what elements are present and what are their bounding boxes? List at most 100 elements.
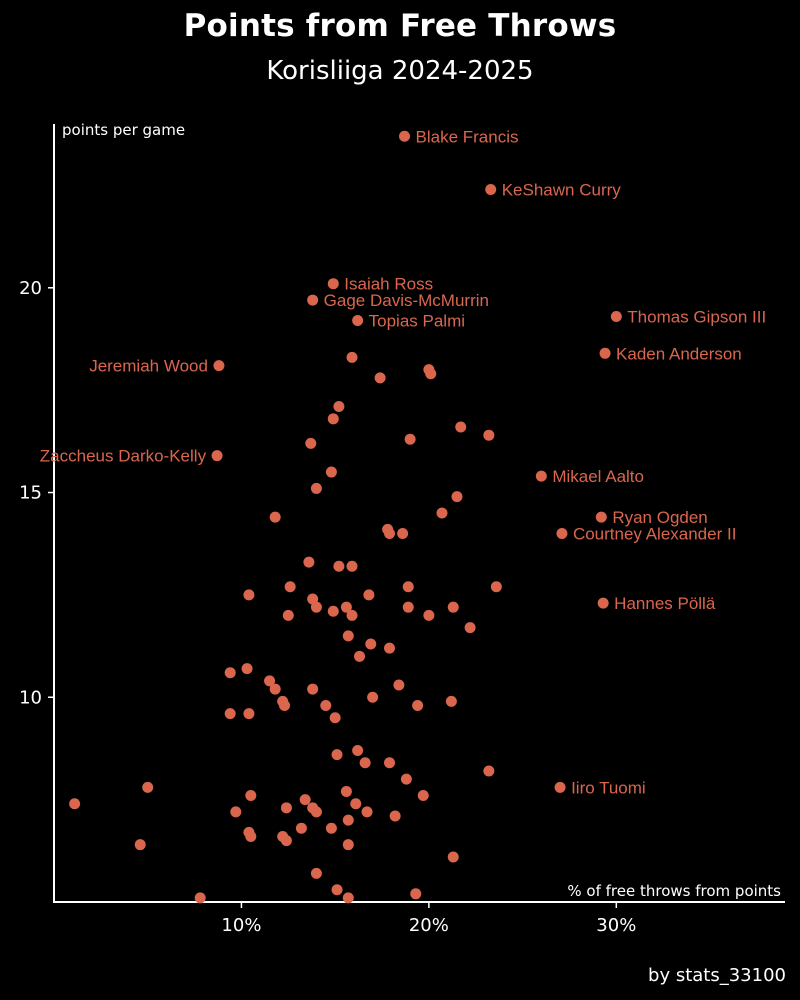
data-point [243,589,255,601]
labeled-data-point [554,781,566,793]
data-point [307,683,319,695]
point-label: Zaccheus Darko-Kelly [40,447,207,466]
data-point [423,609,435,621]
data-point [490,581,502,593]
data-point [354,650,366,662]
data-point [329,712,341,724]
data-point [451,491,463,503]
point-label: Topias Palmi [369,312,465,331]
data-point [280,802,292,814]
data-point [243,708,255,720]
data-point [367,691,379,703]
data-point [340,785,352,797]
data-point [194,892,206,904]
labeled-data-point [599,347,611,359]
data-point [295,822,307,834]
data-point [455,421,467,433]
data-point [397,527,409,539]
data-point [241,663,253,675]
data-point [393,679,405,691]
data-point [134,839,146,851]
data-point [352,744,364,756]
y-axis-label: points per game [62,121,185,139]
data-point [269,683,281,695]
data-point [224,708,236,720]
labeled-data-point [485,184,497,196]
data-point [310,806,322,818]
data-point [342,892,354,904]
data-point [305,437,317,449]
point-label: Hannes Pöllä [614,594,716,613]
labeled-data-point [327,278,339,290]
data-point [264,675,276,687]
data-point [299,794,311,806]
data-point [342,839,354,851]
data-point [361,806,373,818]
data-point [331,884,343,896]
data-point [224,667,236,679]
data-point [350,798,362,810]
data-point [402,581,414,593]
data-point [445,695,457,707]
data-point [359,757,371,769]
data-point [320,699,332,711]
x-tick-label: 10% [221,915,261,936]
data-point [402,601,414,613]
point-labels: Blake Francis KeShawn Curry Isaiah RossGag… [40,127,766,797]
point-label: Kaden Anderson [616,344,742,363]
data-point [284,581,296,593]
y-tick-label: 20 [19,278,42,299]
data-point [280,835,292,847]
data-point [417,790,429,802]
data-point [384,527,396,539]
point-label: Courtney Alexander II [573,524,736,543]
chart-title: Points from Free Throws [183,8,617,44]
data-point [384,642,396,654]
data-point [245,830,257,842]
ticks: 10% 20% 30% 10 15 20 [19,278,636,936]
labeled-data-point [556,527,568,539]
data-point [310,867,322,879]
data-point [342,630,354,642]
labeled-data-point [352,315,364,327]
data-point [342,814,354,826]
labeled-data-point [597,597,609,609]
y-tick-label: 10 [19,687,42,708]
point-label: Ryan Ogden [612,508,707,527]
point-label: Iiro Tuomi [571,778,646,797]
data-point [310,601,322,613]
data-point [410,888,422,900]
point-label: Gage Davis-McMurrin [324,291,489,310]
data-point [365,638,377,650]
data-point [333,401,345,413]
labeled-data-point [610,310,622,322]
data-point [142,781,154,793]
data-point [346,560,358,572]
data-point [374,372,386,384]
data-point [307,593,319,605]
point-label: KeShawn Curry [502,181,622,200]
data-point [269,511,281,523]
data-point [69,798,81,810]
data-point [282,609,294,621]
data-point [303,556,315,568]
y-tick-label: 15 [19,483,42,504]
data-point [389,810,401,822]
data-point [384,757,396,769]
point-label: Isaiah Ross [344,275,433,294]
data-point [333,560,345,572]
axes: points per game % of free throws from po… [53,121,785,903]
data-point [483,765,495,777]
data-point [425,368,437,380]
point-label: Mikael Aalto [552,467,644,486]
data-point [327,413,339,425]
x-axis-label: % of free throws from points [567,882,781,900]
data-point [279,699,291,711]
data-point [327,605,339,617]
data-point [331,749,343,761]
labeled-data-point [535,470,547,482]
data-point [245,790,257,802]
x-tick-label: 30% [596,915,636,936]
data-point [325,466,337,478]
